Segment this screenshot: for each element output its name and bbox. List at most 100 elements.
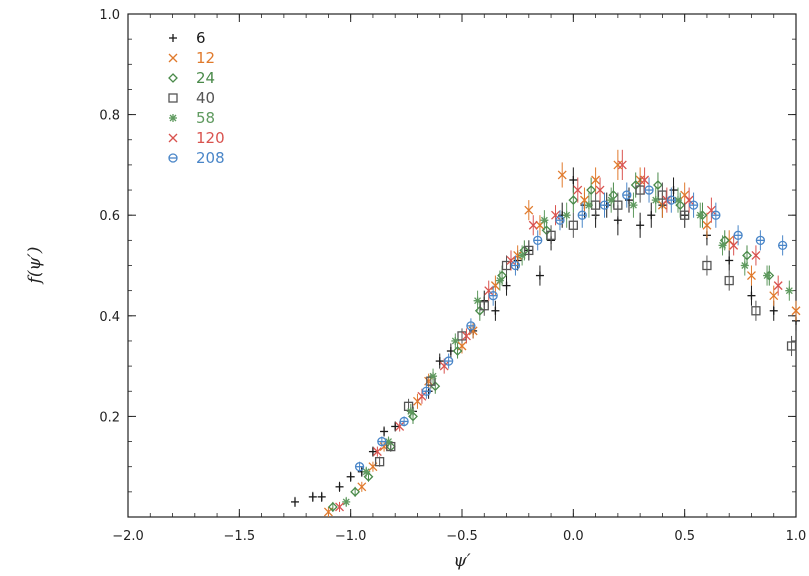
plot-frame xyxy=(127,13,797,518)
data-point xyxy=(524,205,534,215)
legend-label: 58 xyxy=(196,109,215,127)
x-tick-label: 0.0 xyxy=(563,529,584,544)
data-point xyxy=(747,291,756,300)
data-point xyxy=(421,386,432,396)
legend-label: 24 xyxy=(196,69,215,87)
legend-marker xyxy=(168,53,178,63)
data-point xyxy=(417,391,427,401)
data-point xyxy=(751,306,761,316)
data-point xyxy=(684,195,694,205)
data-point xyxy=(368,447,377,456)
data-point xyxy=(451,336,460,345)
data-point xyxy=(711,210,721,220)
legend-marker xyxy=(168,73,178,83)
data-point xyxy=(742,250,752,261)
data-point xyxy=(395,422,405,431)
legend-marker xyxy=(168,93,178,103)
legend-marker xyxy=(169,34,177,42)
data-point xyxy=(461,331,471,341)
data-point xyxy=(362,467,371,476)
data-point xyxy=(473,296,482,305)
data-point xyxy=(403,401,414,411)
y-tick-label: 0.6 xyxy=(99,209,120,224)
data-point xyxy=(785,286,794,295)
data-point xyxy=(640,175,650,185)
legend-label: 12 xyxy=(196,49,215,67)
data-point xyxy=(653,180,663,190)
data-point xyxy=(740,261,749,270)
data-point xyxy=(540,216,549,225)
legend-label: 208 xyxy=(196,149,225,167)
data-point xyxy=(308,492,317,501)
data-point xyxy=(533,235,543,246)
data-point xyxy=(357,482,367,492)
data-point xyxy=(443,356,454,366)
data-point xyxy=(751,250,761,260)
legend-marker xyxy=(168,133,178,143)
data-point xyxy=(791,306,801,316)
data-point xyxy=(466,321,476,331)
data-point xyxy=(584,201,593,210)
data-point xyxy=(599,200,610,210)
data-point xyxy=(488,291,498,301)
data-point xyxy=(725,256,734,265)
data-point xyxy=(452,346,463,356)
data-point xyxy=(747,271,756,281)
data-point xyxy=(350,486,361,497)
data-point xyxy=(429,372,438,381)
data-point xyxy=(335,482,344,491)
data-points xyxy=(291,149,801,517)
data-point xyxy=(562,211,571,220)
data-point xyxy=(773,281,783,291)
data-point xyxy=(426,376,436,386)
x-tick-label: 1.0 xyxy=(786,529,807,544)
data-point xyxy=(577,210,587,220)
data-point xyxy=(524,245,534,256)
data-point xyxy=(733,230,743,240)
data-point xyxy=(724,275,734,286)
legend-label: 6 xyxy=(196,29,206,47)
data-point xyxy=(702,220,712,230)
data-point xyxy=(528,220,538,230)
data-point xyxy=(557,170,567,180)
y-tick-label: 0.8 xyxy=(99,109,120,124)
data-point xyxy=(573,185,583,195)
data-point xyxy=(622,190,632,200)
x-tick-label: −0.5 xyxy=(446,529,478,544)
data-point xyxy=(769,306,778,315)
data-point xyxy=(702,260,712,271)
y-axis-label: f(ψ′) xyxy=(25,247,45,286)
data-point xyxy=(495,276,504,285)
data-point xyxy=(688,200,699,210)
y-tick-label: 0.4 xyxy=(99,310,120,325)
data-point xyxy=(651,196,660,205)
data-point xyxy=(346,472,355,481)
data-point xyxy=(729,240,739,250)
legend-label: 40 xyxy=(196,89,215,107)
data-point xyxy=(439,361,449,371)
data-point xyxy=(502,281,511,290)
data-point xyxy=(510,260,521,271)
data-point xyxy=(777,240,788,251)
data-point xyxy=(354,462,365,472)
y-tick-label: 0.2 xyxy=(99,410,120,425)
data-point xyxy=(595,185,605,195)
x-axis-label: ψ′ xyxy=(453,551,470,571)
data-point xyxy=(484,286,494,296)
data-point xyxy=(491,306,500,315)
data-point xyxy=(506,256,516,265)
data-point xyxy=(591,175,601,185)
data-point xyxy=(406,407,415,416)
data-point xyxy=(706,205,716,215)
data-point xyxy=(435,357,444,366)
data-point xyxy=(786,341,797,351)
data-point xyxy=(696,211,705,220)
y-tick-label: 1.0 xyxy=(99,8,120,23)
data-point xyxy=(666,195,676,205)
data-point xyxy=(644,185,654,195)
data-point xyxy=(629,201,638,210)
data-point xyxy=(551,210,560,220)
data-point xyxy=(372,447,382,457)
data-point xyxy=(568,195,579,206)
